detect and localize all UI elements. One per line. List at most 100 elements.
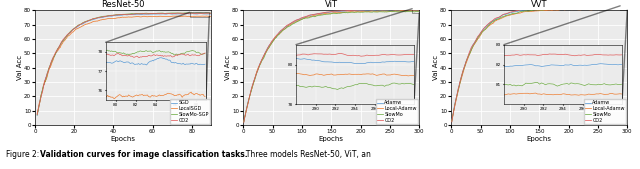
Adamw [548, 7, 556, 9]
Adamw [253, 70, 261, 72]
Legend: Adamw, Local-Adamw, SlowMo, CO2: Adamw, Local-Adamw, SlowMo, CO2 [376, 99, 418, 124]
Local-Adamw [596, 8, 604, 10]
SlowMo [240, 121, 248, 123]
SlowMo [253, 70, 261, 72]
SlowMo [387, 10, 395, 12]
CO2 [340, 10, 348, 12]
Text: Figure 2:: Figure 2: [6, 150, 44, 159]
Adamw [314, 13, 322, 15]
SGD [52, 52, 60, 54]
CO2 [623, 6, 631, 8]
Local-Adamw [548, 9, 556, 11]
SlowMo [522, 10, 530, 12]
SlowMo [548, 8, 556, 10]
CO2 [448, 121, 456, 123]
Line: SGD: SGD [37, 14, 211, 115]
LocalSGD [164, 15, 172, 17]
Local-Adamw [318, 13, 326, 15]
CO2 [461, 63, 469, 65]
SGD [79, 23, 86, 25]
SGD [196, 13, 204, 15]
Local-Adamw [468, 47, 476, 49]
CO2 [157, 13, 165, 15]
Adamw [526, 8, 534, 10]
LocalSGD [108, 17, 115, 19]
Adamw [415, 9, 423, 11]
Local-Adamw [448, 120, 456, 123]
SlowMo [318, 14, 326, 16]
Line: SlowMo: SlowMo [452, 8, 627, 121]
X-axis label: Epochs: Epochs [111, 136, 136, 142]
Local-Adamw [253, 69, 261, 71]
CO2 [207, 12, 215, 14]
Adamw [240, 121, 248, 123]
CO2 [108, 15, 115, 17]
Title: ResNet-50: ResNet-50 [102, 0, 145, 9]
SlowMo-SGP [52, 51, 60, 53]
Line: Local-Adamw: Local-Adamw [244, 10, 419, 122]
Local-Adamw [526, 10, 534, 12]
SlowMo [623, 8, 631, 10]
CO2 [253, 70, 261, 72]
Line: Adamw: Adamw [452, 7, 627, 121]
Local-Adamw [321, 13, 329, 15]
SGD [184, 13, 191, 15]
Line: SlowMo: SlowMo [244, 11, 419, 122]
Local-Adamw [340, 11, 348, 13]
CO2 [526, 7, 534, 9]
SlowMo-SGP [184, 12, 191, 14]
Adamw [623, 6, 631, 8]
Adamw [321, 12, 329, 14]
Local-Adamw [397, 9, 405, 11]
SlowMo [600, 7, 607, 9]
CO2 [321, 11, 329, 13]
Adamw [468, 45, 476, 47]
CO2 [184, 12, 191, 14]
SGD [33, 114, 41, 116]
CO2 [240, 121, 248, 123]
CO2 [164, 13, 172, 15]
X-axis label: Epochs: Epochs [319, 136, 344, 142]
CO2 [79, 22, 86, 24]
SlowMo [526, 10, 534, 12]
Text: Three models ResNet-50, ViT, an: Three models ResNet-50, ViT, an [241, 150, 371, 159]
SlowMo [415, 11, 423, 13]
Adamw [522, 9, 530, 11]
LocalSGD [157, 15, 165, 17]
CO2 [591, 5, 598, 7]
CO2 [522, 8, 530, 10]
Title: ViT: ViT [324, 0, 338, 9]
Bar [412, 9, 419, 13]
CO2 [468, 44, 476, 46]
CO2 [33, 114, 41, 116]
SGD [164, 13, 172, 15]
CO2 [401, 8, 409, 10]
LocalSGD [52, 51, 60, 53]
SlowMo [529, 9, 537, 11]
LocalSGD [202, 15, 210, 17]
LocalSGD [33, 113, 41, 115]
SlowMo-SGP [181, 12, 189, 14]
SGD [157, 13, 165, 15]
SlowMo-SGP [108, 14, 115, 16]
Y-axis label: Val Acc: Val Acc [225, 55, 230, 80]
SlowMo-SGP [157, 12, 165, 14]
Y-axis label: Val Acc: Val Acc [433, 55, 438, 80]
Local-Adamw [529, 10, 537, 12]
Local-Adamw [260, 54, 268, 56]
Line: Local-Adamw: Local-Adamw [452, 9, 627, 122]
Local-Adamw [461, 64, 469, 66]
Adamw [448, 120, 456, 122]
CO2 [529, 7, 537, 9]
Local-Adamw [415, 10, 423, 12]
SlowMo-SGP [33, 114, 41, 116]
Legend: Adamw, Local-Adamw, SlowMo, CO2: Adamw, Local-Adamw, SlowMo, CO2 [584, 99, 626, 124]
Title: VVT: VVT [531, 0, 547, 9]
Adamw [318, 13, 326, 15]
Local-Adamw [314, 14, 322, 16]
SlowMo [468, 46, 476, 48]
Adamw [529, 8, 537, 10]
Line: LocalSGD: LocalSGD [37, 16, 211, 114]
Adamw [461, 62, 469, 64]
Bar [620, 6, 627, 10]
